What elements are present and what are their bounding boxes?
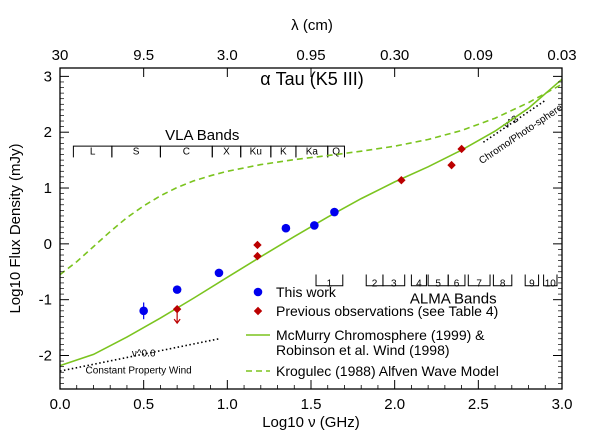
model-curves-layer xyxy=(59,78,563,367)
legend-label-previous: Previous observations (see Table 4) xyxy=(276,303,498,319)
alma-band-label: 6 xyxy=(454,279,460,290)
band-layer: VLA Bands L S C X Ku K Ka Q 1 2 3 4 5 6 7 8 9 10 ALMA Bands xyxy=(72,127,558,308)
legend-label-this-work: This work xyxy=(276,284,337,300)
y-tick-label: 2 xyxy=(44,124,52,141)
alma-band-label: 1 xyxy=(327,279,333,290)
top-tick-label: 0.30 xyxy=(380,47,409,64)
legend: This work Previous observations (see Tabl… xyxy=(246,284,499,379)
vla-band-label: K xyxy=(280,146,287,157)
reference-line-label: ν^0.6 xyxy=(132,349,156,360)
data-point-this-work xyxy=(139,306,148,316)
alma-band-label: 5 xyxy=(435,279,441,290)
x-axis-title: Log10 ν (GHz) xyxy=(262,414,360,431)
y-tick-label: 3 xyxy=(44,68,52,85)
reference-line xyxy=(59,338,220,372)
legend-marker-this-work xyxy=(253,287,263,297)
alma-band-label: 9 xyxy=(529,279,535,290)
x-tick-label: 0.5 xyxy=(133,396,154,413)
reference-line xyxy=(482,99,546,143)
alma-band-bracket xyxy=(543,274,558,287)
alma-band-label: 2 xyxy=(372,279,378,290)
alma-band-bracket xyxy=(315,274,344,287)
alma-band-label: 3 xyxy=(391,279,397,290)
x-tick-label: 3.0 xyxy=(552,396,573,413)
alma-bands-title: ALMA Bands xyxy=(410,291,497,308)
alma-band-label: 7 xyxy=(476,279,482,290)
vla-band-label: Q xyxy=(332,146,340,157)
top-tick-label: 0.03 xyxy=(547,47,576,64)
alma-band-label: 8 xyxy=(500,279,506,290)
vla-band-label: C xyxy=(183,146,190,157)
x-tick-label: 1.0 xyxy=(217,396,238,413)
data-point-previous xyxy=(457,144,466,154)
y-tick-label: -2 xyxy=(39,348,52,365)
x-tick-label: 2.0 xyxy=(384,396,405,413)
axes-layer: 0.0 0.5 1.0 1.5 2.0 2.5 3.030 9.5 3.0 0.95 0.30 0.0… xyxy=(7,47,577,431)
vla-band-label: L xyxy=(90,146,96,157)
legend-label-model-solid: McMurry Chromosphere (1999) & Robinson et… xyxy=(276,327,485,358)
alma-band-label: 4 xyxy=(416,279,422,290)
y-axis-title: Log10 Flux Density (mJy) xyxy=(7,143,24,313)
top-tick-label: 3.0 xyxy=(217,47,238,64)
y-tick-label: 0 xyxy=(44,236,52,253)
top-tick-label: 0.95 xyxy=(296,47,325,64)
alma-band-bracket xyxy=(524,274,540,287)
y-tick-label: 1 xyxy=(44,180,52,197)
alma-band-bracket xyxy=(410,274,427,287)
alma-band-bracket xyxy=(492,274,513,287)
vla-bands-title: VLA Bands xyxy=(165,127,239,144)
vla-band-bracket xyxy=(327,145,345,158)
model-curve-dashed xyxy=(59,83,563,276)
model-curve-solid xyxy=(59,78,563,367)
x-tick-label: 2.5 xyxy=(468,396,489,413)
top-tick-label: 30 xyxy=(52,47,69,64)
data-point-previous xyxy=(397,176,406,185)
data-point-previous xyxy=(253,251,262,261)
x-tick-label: 1.5 xyxy=(301,396,322,413)
data-points-layer xyxy=(139,144,466,325)
data-point-this-work xyxy=(172,285,182,294)
vla-band-label: Ku xyxy=(250,146,262,157)
data-point-this-work xyxy=(330,207,339,217)
reference-line-sublabel: Constant Property Wind xyxy=(86,365,192,376)
top-tick-label: 9.5 xyxy=(133,47,154,64)
legend-marker-previous xyxy=(253,306,263,316)
y-tick-label: -1 xyxy=(39,292,52,309)
alma-band-label: 10 xyxy=(545,279,557,290)
vla-band-label: Ka xyxy=(306,146,319,157)
data-point-this-work xyxy=(281,223,291,233)
upper-limit-arrowhead xyxy=(173,318,181,325)
vla-band-label: X xyxy=(223,146,230,157)
data-point-previous xyxy=(172,304,182,314)
data-point-this-work xyxy=(214,268,224,278)
top-tick-label: 0.09 xyxy=(464,47,493,64)
data-point-previous xyxy=(253,240,262,250)
legend-label-model-dashed: Krogulec (1988) Alfven Wave Model xyxy=(276,363,499,379)
x-tick-label: 0.0 xyxy=(50,396,71,413)
alma-band-bracket xyxy=(467,274,491,287)
top-axis-label: λ (cm) xyxy=(291,17,333,34)
data-point-this-work xyxy=(310,221,319,230)
alma-band-bracket xyxy=(447,274,466,287)
alma-band-bracket xyxy=(382,274,406,287)
vla-band-label: S xyxy=(133,146,140,157)
data-point-previous xyxy=(447,160,456,170)
chart-title: α Tau (K5 III) xyxy=(260,69,363,89)
